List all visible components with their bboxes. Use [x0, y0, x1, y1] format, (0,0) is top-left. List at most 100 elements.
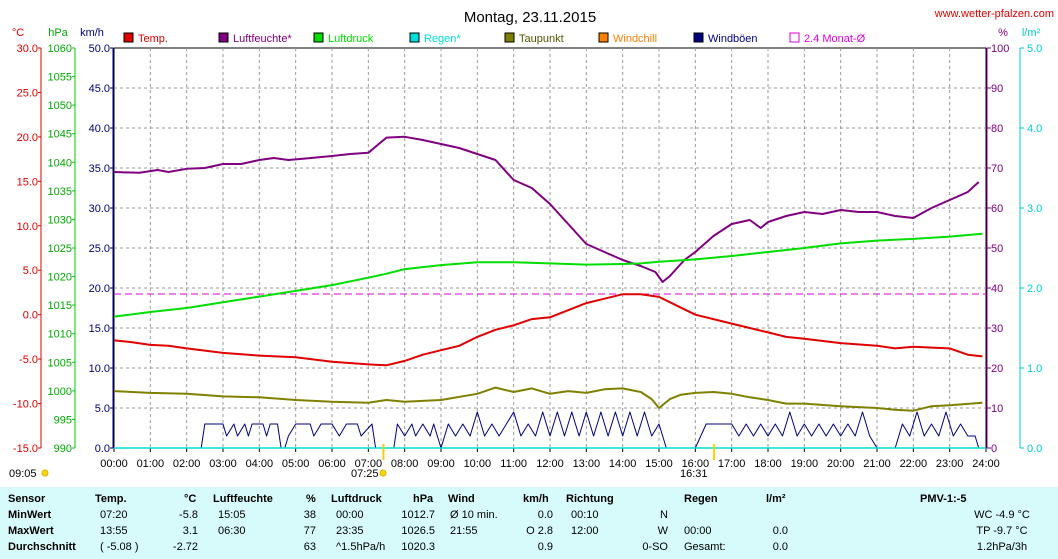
pressure-tick-label: 990: [54, 443, 72, 455]
stats-press-time: 23:35: [336, 525, 364, 537]
x-tick-label: 04:00: [246, 458, 274, 470]
stats-dir-time: 12:00: [571, 525, 599, 537]
pressure-tick-label: 1010: [48, 329, 72, 341]
temp-tick-label: 15.0: [17, 176, 38, 188]
pressure-tick-label: 1030: [48, 214, 72, 226]
humidity-tick-label: 70: [991, 163, 1003, 175]
wind-tick-label: 5.0: [95, 403, 110, 415]
temp-tick-label: -15.0: [13, 443, 38, 455]
legend-label: Regen*: [424, 33, 461, 45]
pressure-tick-label: 1035: [48, 186, 72, 198]
stats-dir-val: W: [657, 525, 668, 537]
legend-label: Luftdruck: [328, 33, 374, 45]
sun-times: 09:05 07:25 16:31: [9, 444, 716, 480]
legend-swatch: [218, 32, 229, 43]
temp-tick-label: -10.0: [13, 399, 38, 411]
stats-label: MaxWert: [8, 525, 54, 537]
stats-dir-val: N: [660, 509, 668, 521]
series-temp: [113, 293, 983, 367]
humidity-unit-label: %: [998, 27, 1008, 39]
sunrise-label: 07:25: [351, 468, 379, 480]
wind-tick-label: 45.0: [89, 83, 110, 95]
temp-unit-label: °C: [12, 27, 24, 39]
stats-header-press-unit: hPa: [413, 493, 434, 505]
stats-wind-val: 0.0: [537, 509, 553, 521]
wind-tick-label: 40.0: [89, 123, 110, 135]
x-tick-label: 02:00: [173, 458, 201, 470]
stats-header-temp-unit: °C: [184, 493, 197, 505]
rain-tick-label: 5.0: [1027, 43, 1042, 55]
site-url: www.wetter-pfalzen.com: [934, 8, 1054, 20]
stats-header-wind: Wind: [448, 493, 475, 505]
stats-press-val: 1012.7: [401, 509, 435, 521]
temp-tick-label: 10.0: [17, 221, 38, 233]
humidity-tick-label: 90: [991, 83, 1003, 95]
stats-pmv: TP -9.7 °C: [976, 525, 1028, 537]
stats-header-pmv: PMV-1:-5: [920, 493, 967, 505]
pressure-tick-label: 1015: [48, 300, 72, 312]
legend-label: Temp.: [138, 33, 168, 45]
pressure-tick-label: 1005: [48, 357, 72, 369]
grid: [113, 47, 987, 449]
weather-chart: Montag, 23.11.2015 www.wetter-pfalzen.co…: [9, 8, 1054, 480]
pressure-tick-label: 1055: [48, 72, 72, 84]
x-tick-label: 10:00: [464, 458, 492, 470]
stats-panel: Sensor Temp. °C Luftfeuchte % Luftdruck …: [0, 487, 1058, 559]
x-tick-label: 09:00: [427, 458, 455, 470]
pressure-tick-label: 1020: [48, 272, 72, 284]
x-tick-label: 07:00: [355, 458, 383, 470]
sunrise-sun-icon: [379, 469, 387, 477]
stats-dir-time: 00:10: [571, 509, 599, 521]
x-tick-label: 01:00: [137, 458, 165, 470]
stats-hum-val: 77: [303, 525, 316, 537]
wind-tick-label: 15.0: [89, 323, 110, 335]
stats-rain-val: 0.0: [772, 541, 788, 553]
pressure-tick-label: 1060: [48, 43, 72, 55]
series-windböen: [114, 411, 986, 449]
rain-unit-label: l/m²: [1022, 27, 1041, 39]
stats-hum-val: 38: [303, 509, 316, 521]
stats-hum-time: 06:30: [218, 525, 246, 537]
temp-tick-label: 0.0: [23, 310, 38, 322]
wind-tick-label: 10.0: [89, 363, 110, 375]
humidity-tick-label: 50: [991, 243, 1003, 255]
wind-tick-label: 30.0: [89, 203, 110, 215]
stats-temp-time: 13:55: [100, 525, 128, 537]
humidity-tick-label: 100: [991, 43, 1009, 55]
stats-temp-val: -2.72: [172, 541, 198, 553]
humidity-tick-label: 60: [991, 203, 1003, 215]
stats-header-rain-unit: l/m²: [766, 493, 786, 505]
x-tick-label: 05:00: [282, 458, 310, 470]
x-tick-label: 19:00: [791, 458, 819, 470]
x-tick-label: 03:00: [209, 458, 237, 470]
series-luftfeuchte: [113, 135, 980, 283]
legend-swatch: [789, 32, 800, 43]
legend-label: Windböen: [708, 33, 758, 45]
stats-pmv: WC -4.9 °C: [974, 509, 1030, 521]
x-tick-label: 12:00: [536, 458, 564, 470]
temp-tick-label: 30.0: [17, 43, 38, 55]
stats-wind-val: 0.9: [537, 541, 553, 553]
x-tick-label: 06:00: [318, 458, 346, 470]
x-tick-label: 22:00: [900, 458, 928, 470]
series-luftdruck: [113, 232, 983, 318]
legend-swatch: [598, 32, 609, 43]
stats-wind-val: O 2.8: [526, 525, 553, 537]
stats-pmv: 1.2hPa/3h: [976, 541, 1028, 553]
stats-press-time: ^1.5hPa/h: [336, 541, 386, 553]
wind-tick-label: 50.0: [89, 43, 110, 55]
x-tick-label: 11:00: [500, 458, 527, 470]
humidity-tick-label: 20: [991, 363, 1003, 375]
stats-label: Durchschnitt: [8, 541, 76, 553]
x-tick-label: 23:00: [936, 458, 964, 470]
wind-tick-label: 25.0: [89, 243, 110, 255]
humidity-tick-label: 0: [991, 443, 997, 455]
stats-header-rain: Regen: [684, 493, 718, 505]
temp-tick-label: 25.0: [17, 87, 38, 99]
stats-temp-time: 07:20: [100, 509, 128, 521]
series-taupunkt: [113, 386, 983, 412]
stats-header-hum: Luftfeuchte: [213, 493, 273, 505]
sun-first-sun-icon: [41, 469, 49, 477]
legend-label: Luftfeuchte*: [233, 33, 292, 45]
legend-swatch: [313, 32, 324, 43]
